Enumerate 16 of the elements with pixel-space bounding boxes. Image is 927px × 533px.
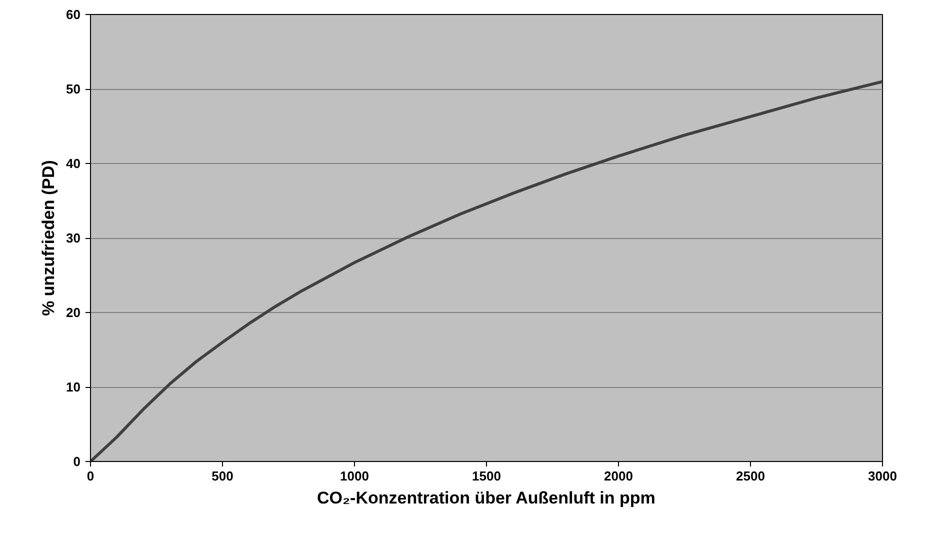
x-tick-label: 0 <box>86 468 94 484</box>
x-tick-label: 3000 <box>868 468 897 484</box>
y-tick-label: 0 <box>73 454 81 469</box>
x-tick-label: 1000 <box>340 468 369 484</box>
y-tick-label: 30 <box>66 230 81 246</box>
y-axis-title: % unzufrieden (PD) <box>39 160 58 316</box>
y-tick-label: 10 <box>66 380 81 394</box>
x-axis-title: CO₂-Konzentration über Außenluft in ppm <box>316 488 656 508</box>
y-tick-label: 50 <box>66 82 81 96</box>
x-tick-label: 1500 <box>472 468 501 484</box>
x-tick-label: 2000 <box>604 468 633 484</box>
x-tick-label: 500 <box>212 468 234 484</box>
y-tick-label: 40 <box>66 156 81 171</box>
y-tick-label: 60 <box>66 7 81 22</box>
x-tick-label: 2500 <box>736 468 765 484</box>
y-tick-label: 20 <box>66 305 81 320</box>
